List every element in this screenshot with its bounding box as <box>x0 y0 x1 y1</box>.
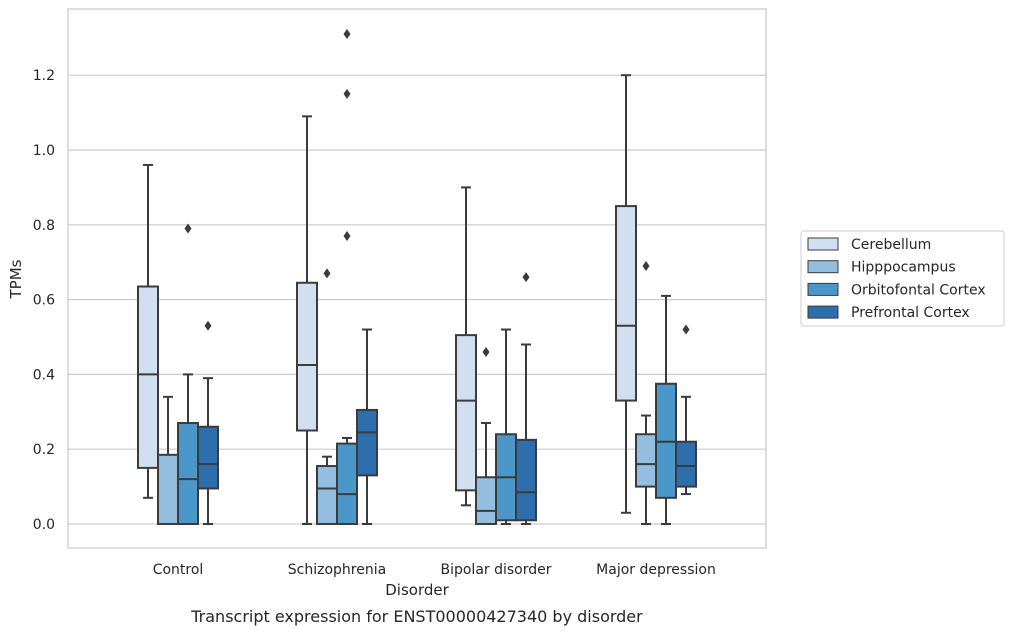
outlier-point <box>343 29 351 40</box>
box-orbitofontal-cortex <box>655 294 677 525</box>
outlier-point <box>682 324 690 335</box>
legend-swatch <box>807 282 839 296</box>
y-tick-label: 1.2 <box>33 68 55 84</box>
legend-frame <box>800 230 1005 327</box>
box-body <box>197 425 219 490</box>
box-prefrontal-cortex <box>675 324 697 496</box>
box-body <box>615 205 637 402</box>
box-body <box>336 442 358 525</box>
box-body <box>635 433 657 488</box>
x-tick-label: Major depression <box>596 562 716 578</box>
box-orbitofontal-cortex <box>336 29 358 525</box>
box-body <box>316 465 338 525</box>
box-body <box>177 422 199 525</box>
y-tick-label: 0.0 <box>33 517 55 533</box>
outlier-point <box>343 88 351 99</box>
box-hipppocampus <box>157 395 179 525</box>
legend: Cerebellum Hipppocampus Orbitofontal Corte… <box>800 230 1005 327</box>
box-cerebellum <box>615 74 637 514</box>
y-tick-label: 0.8 <box>33 218 55 234</box>
outlier-point <box>482 346 490 357</box>
y-axis-label: TPMs <box>7 259 25 299</box>
legend-label: Prefrontal Cortex <box>851 305 970 321</box>
outlier-point <box>343 231 351 242</box>
box-body <box>157 453 179 525</box>
legend-label: Cerebellum <box>851 237 931 253</box>
x-tick-label: Bipolar disorder <box>440 562 551 578</box>
box-orbitofontal-cortex <box>177 223 199 525</box>
outlier-point <box>642 260 650 271</box>
x-tick-label: Control <box>153 562 204 578</box>
box-body <box>296 281 318 432</box>
legend-label: Orbitofontal Cortex <box>851 282 986 298</box>
outlier-point <box>204 320 212 331</box>
box-cerebellum <box>455 186 477 507</box>
y-tick-label: 1.0 <box>33 143 55 159</box>
box-prefrontal-cortex <box>356 328 378 525</box>
box-body <box>356 408 378 477</box>
x-tick-labels: Control Schizophrenia Bipolar disorder Majo… <box>153 562 716 578</box>
chart-caption: Transcript expression for ENST0000042734… <box>190 607 643 626</box>
box-body <box>455 334 477 492</box>
box-body <box>515 438 537 522</box>
legend-swatch <box>807 305 839 319</box>
y-tick-label: 0.6 <box>33 293 55 309</box>
outlier-point <box>323 268 331 279</box>
box-cerebellum <box>137 163 159 499</box>
x-tick-label: Schizophrenia <box>288 562 386 578</box>
box-prefrontal-cortex <box>515 272 537 525</box>
legend-label: Hipppocampus <box>851 260 956 276</box>
boxes <box>137 29 697 525</box>
outlier-point <box>522 272 530 283</box>
y-tick-labels: 0.0 0.2 0.4 0.6 0.8 1.0 1.2 <box>33 68 55 533</box>
box-body <box>475 476 497 525</box>
y-tick-label: 0.4 <box>33 367 55 383</box>
legend-swatch <box>807 237 839 251</box>
box-hipppocampus <box>635 260 657 525</box>
box-cerebellum <box>296 115 318 525</box>
x-axis-label: Disorder <box>385 581 449 599</box>
outlier-point <box>184 223 192 234</box>
box-body <box>137 285 159 469</box>
box-hipppocampus <box>316 268 338 525</box>
plot-frame <box>67 8 767 549</box>
y-tick-label: 0.2 <box>33 442 55 458</box>
box-hipppocampus <box>475 346 497 525</box>
box-orbitofontal-cortex <box>495 328 517 525</box>
box-prefrontal-cortex <box>197 320 219 525</box>
box-body <box>675 440 697 488</box>
legend-swatch <box>807 260 839 274</box>
